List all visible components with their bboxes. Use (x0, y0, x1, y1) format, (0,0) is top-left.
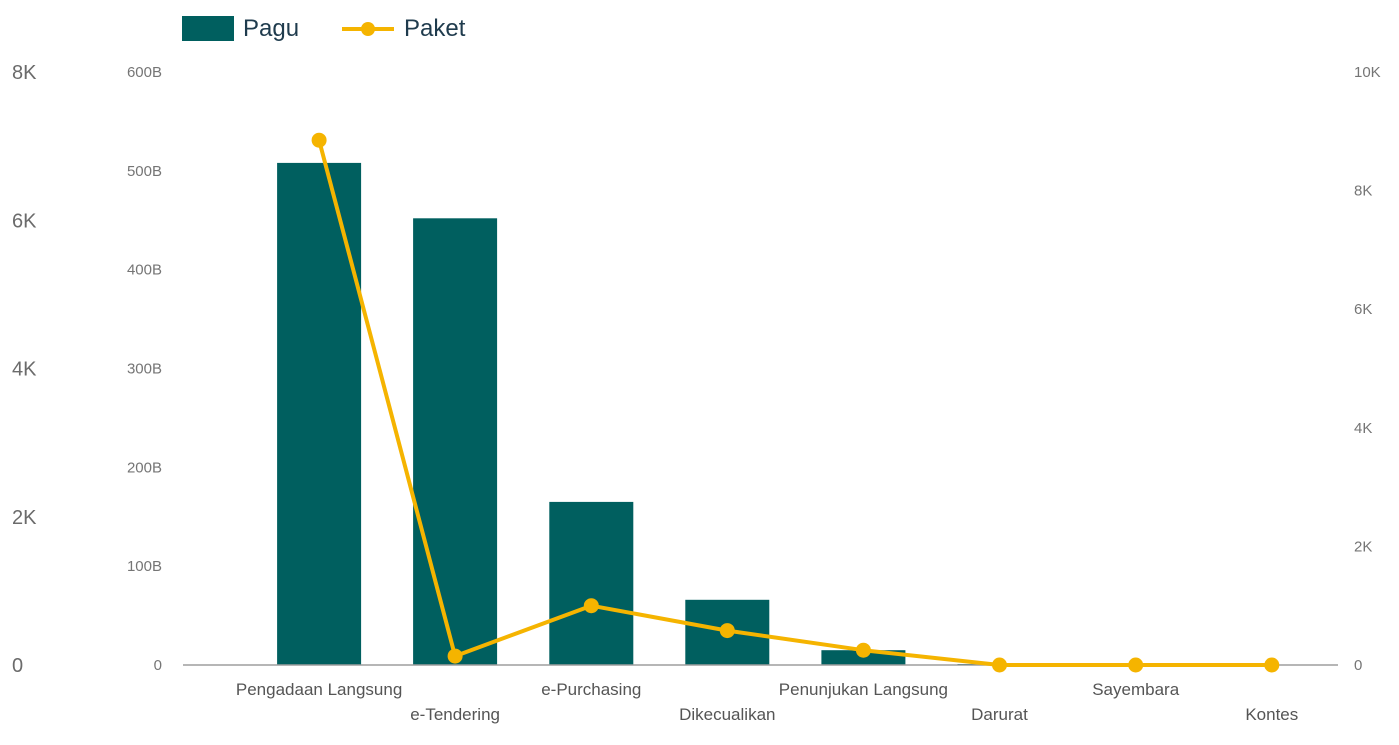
paket-line (317, 139, 1272, 667)
paket-point-e-purchasing (583, 598, 599, 614)
paket-point-kontes (1264, 657, 1280, 673)
right-tick-label: 4K (1354, 420, 1372, 437)
outer-tick-label: 6K (12, 210, 37, 232)
category-label-pengadaan-langsung: Pengadaan Langsung (236, 680, 402, 699)
paket-point-e-tendering (447, 648, 463, 664)
left-axis: 0 100B 200B 300B 400B 500B 600B (127, 64, 162, 674)
legend-pagu-label: Pagu (243, 15, 299, 42)
paket-point-darurat (992, 657, 1007, 673)
left-tick-label: 600B (127, 64, 162, 81)
x-axis-labels: Pengadaan Langsung e-Tendering e-Purchasin… (236, 680, 1298, 724)
category-label-e-tendering: e-Tendering (410, 705, 500, 724)
bar-pagu-pengadaan-langsung (277, 162, 362, 665)
bar-pagu-e-purchasing (549, 501, 634, 665)
right-tick-label: 10K (1354, 64, 1381, 81)
left-tick-label: 300B (127, 361, 162, 378)
paket-point-pengadaan-langsung (311, 132, 327, 148)
legend-pagu-swatch (182, 16, 234, 41)
left-tick-label: 0 (154, 657, 162, 674)
right-tick-label: 0 (1354, 657, 1362, 674)
outer-tick-label: 4K (12, 359, 37, 381)
outer-tick-label: 8K (12, 62, 37, 84)
paket-point-sayembara (1128, 657, 1144, 673)
category-label-kontes: Kontes (1245, 705, 1298, 724)
category-label-sayembara: Sayembara (1092, 680, 1179, 699)
left-tick-label: 200B (127, 459, 162, 476)
outer-left-axis: 0 2K 4K 6K 8K (12, 62, 37, 677)
paket-point-dikecualikan (719, 623, 735, 639)
paket-point-penunjukan-langsung (855, 642, 871, 658)
right-tick-label: 2K (1354, 538, 1372, 555)
outer-tick-label: 0 (12, 655, 23, 677)
left-tick-label: 500B (127, 163, 162, 180)
left-tick-label: 100B (127, 558, 162, 575)
right-tick-label: 6K (1354, 301, 1372, 318)
category-label-e-purchasing: e-Purchasing (541, 680, 641, 699)
right-tick-label: 8K (1354, 183, 1372, 200)
bar-pagu-e-tendering (413, 218, 498, 666)
category-label-dikecualikan: Dikecualikan (679, 705, 775, 724)
legend-paket-marker (361, 22, 375, 36)
paket-line-series (311, 132, 1280, 673)
outer-tick-label: 2K (12, 507, 37, 529)
legend: Pagu Paket (182, 15, 466, 42)
category-label-darurat: Darurat (971, 705, 1028, 724)
right-axis: 0 2K 4K 6K 8K 10K (1354, 64, 1381, 674)
left-tick-label: 400B (127, 262, 162, 279)
category-label-penunjukan-langsung: Penunjukan Langsung (779, 680, 948, 699)
legend-paket-label: Paket (404, 15, 466, 42)
